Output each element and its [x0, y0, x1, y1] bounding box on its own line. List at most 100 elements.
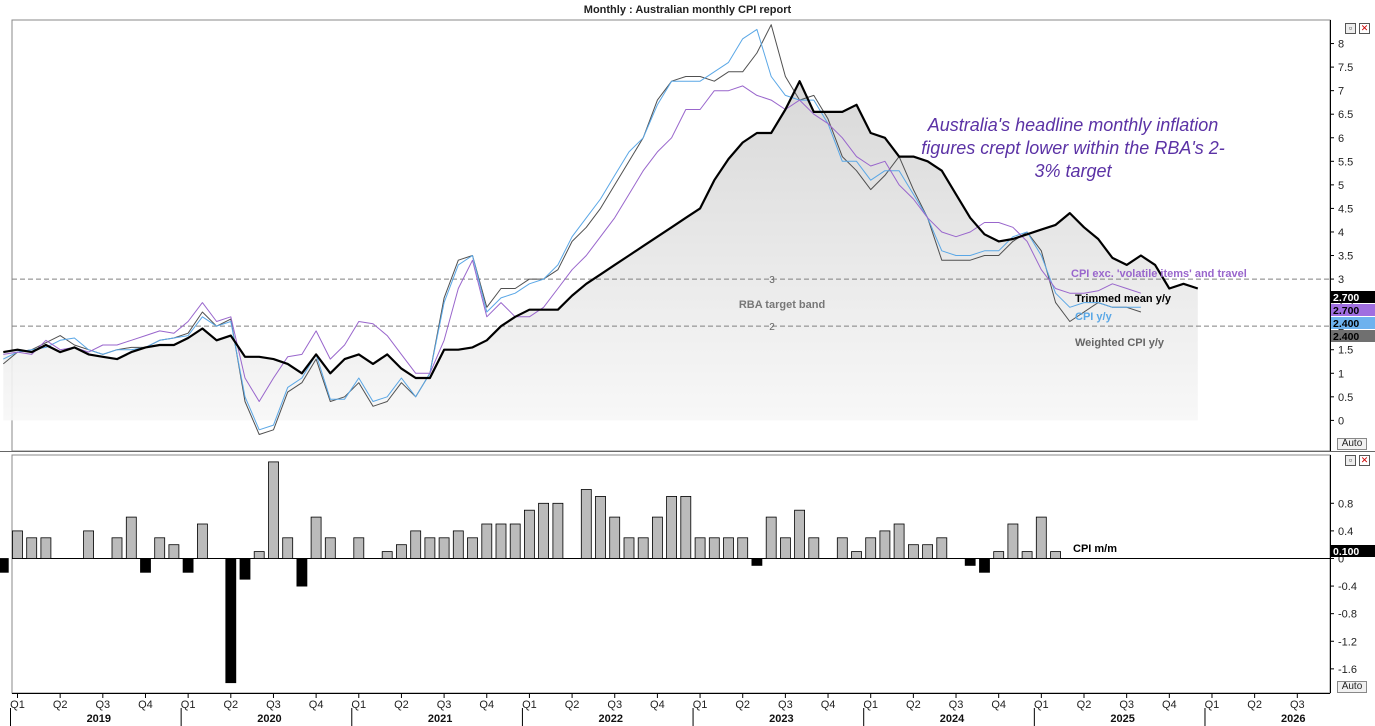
bar — [424, 537, 436, 559]
quarter-label: Q4 — [991, 699, 1006, 711]
bar — [125, 516, 137, 559]
close-icon[interactable]: ✕ — [1359, 455, 1370, 466]
bar — [12, 530, 23, 559]
bar — [509, 523, 521, 559]
bar — [225, 558, 237, 684]
bar — [680, 495, 692, 559]
y-tick-label: 7 — [1338, 86, 1344, 98]
series-label: CPI exc. 'volatile items' and travel — [1071, 268, 1247, 280]
quarter-label: Q3 — [95, 699, 110, 711]
bar — [1007, 523, 1019, 559]
annotation-text: Australia's headline monthly inflation f… — [921, 115, 1225, 181]
quarter-label: Q3 — [778, 699, 793, 711]
bar — [395, 544, 407, 559]
quarter-label: Q1 — [693, 699, 708, 711]
quarter-label: Q1 — [181, 699, 196, 711]
year-label: 2019 — [87, 713, 111, 725]
quarter-label: Q2 — [565, 699, 580, 711]
bar — [268, 461, 279, 559]
bar — [979, 558, 990, 573]
value-tag — [1331, 545, 1375, 557]
bar — [595, 495, 606, 559]
quarter-label: Q1 — [1034, 699, 1049, 711]
bar — [993, 551, 1005, 559]
quarter-label: Q1 — [10, 699, 25, 711]
time-axis: Q1 Q2 Q3 Q4 Q1 Q2 Q3 Q4 Q1 Q2 Q3 Q4 Q1 Q2 Q3 Q4 Q1 Q2 Q3 Q4… — [10, 693, 1330, 726]
y-tick-label: 4.5 — [1338, 203, 1353, 215]
y-tick-label: 1.5 — [1338, 345, 1353, 357]
trimmed-mean-fill — [3, 81, 1198, 421]
y-tick-label: 0.5 — [1338, 392, 1353, 404]
close-icon[interactable]: ✕ — [1359, 23, 1370, 34]
y-tick-label: 3.5 — [1338, 251, 1353, 263]
quarter-label: Q4 — [821, 699, 836, 711]
bar — [481, 523, 493, 559]
bar — [879, 530, 891, 559]
year-label: 2024 — [940, 713, 965, 725]
bar — [751, 558, 763, 566]
bar — [666, 495, 677, 559]
y-tick-label: 0 — [1338, 553, 1344, 565]
value-tag — [1331, 330, 1375, 342]
bar — [865, 537, 877, 559]
band-label: RBA target band — [739, 299, 825, 311]
bar — [652, 516, 663, 559]
y-tick-label: -0.8 — [1338, 609, 1357, 621]
bar — [26, 537, 38, 559]
quarter-label: Q1 — [351, 699, 366, 711]
y-tick-label: 0.8 — [1338, 498, 1353, 510]
bar — [182, 558, 194, 573]
bar — [452, 530, 464, 559]
bar — [964, 558, 976, 566]
series-label: CPI m/m — [1073, 543, 1117, 555]
trimmed-mean-area — [3, 81, 1198, 421]
series-label: Weighted CPI y/y — [1075, 337, 1165, 349]
quarter-label: Q3 — [949, 699, 964, 711]
bar — [723, 537, 734, 559]
y-tick-label: 0 — [1338, 415, 1344, 427]
value-tag-label: 0.100 — [1333, 546, 1359, 558]
trimmed-mean-line — [3, 80, 1199, 380]
bar — [922, 544, 933, 559]
bar — [694, 537, 706, 559]
value-tag-label: 2.700 — [1333, 305, 1359, 317]
quarter-label: Q4 — [309, 699, 324, 711]
bar — [310, 516, 322, 559]
restore-icon[interactable]: ▫ — [1345, 23, 1356, 34]
quarter-label: Q1 — [863, 699, 878, 711]
bar — [353, 537, 365, 559]
quarter-label: Q1 — [1205, 699, 1220, 711]
year-label: 2021 — [428, 713, 452, 725]
auto-scale-button[interactable]: Auto — [1337, 681, 1367, 693]
bar — [794, 509, 805, 559]
bar — [40, 537, 52, 559]
bar — [765, 516, 777, 559]
y-tick-label: 5 — [1338, 180, 1344, 192]
quarter-label: Q3 — [1119, 699, 1134, 711]
quarter-label: Q2 — [394, 699, 409, 711]
bar — [780, 537, 791, 559]
year-label: 2025 — [1110, 713, 1134, 725]
y-tick-label: -0.4 — [1338, 581, 1357, 593]
y-tick-label: 8 — [1338, 39, 1344, 51]
y-tick-label: 4 — [1338, 227, 1344, 239]
chart-title: Monthly : Australian monthly CPI report — [583, 4, 792, 16]
value-tag-label: 2.400 — [1333, 331, 1359, 343]
bar — [936, 537, 948, 559]
reference-line-label: 2 — [769, 322, 775, 333]
bar — [282, 537, 294, 559]
cpi-mm-bars — [0, 461, 1330, 684]
bar — [580, 489, 592, 559]
quarter-label: Q3 — [437, 699, 452, 711]
auto-scale-button[interactable]: Auto — [1337, 438, 1367, 450]
cpi-excl-volatile-line — [3, 85, 1142, 402]
bar — [381, 551, 393, 559]
bar — [324, 537, 336, 559]
restore-icon[interactable]: ▫ — [1345, 455, 1356, 466]
bar — [808, 537, 820, 559]
quarter-label: Q4 — [1162, 699, 1177, 711]
bar — [296, 558, 308, 587]
bar — [609, 516, 621, 559]
bar — [140, 558, 151, 573]
